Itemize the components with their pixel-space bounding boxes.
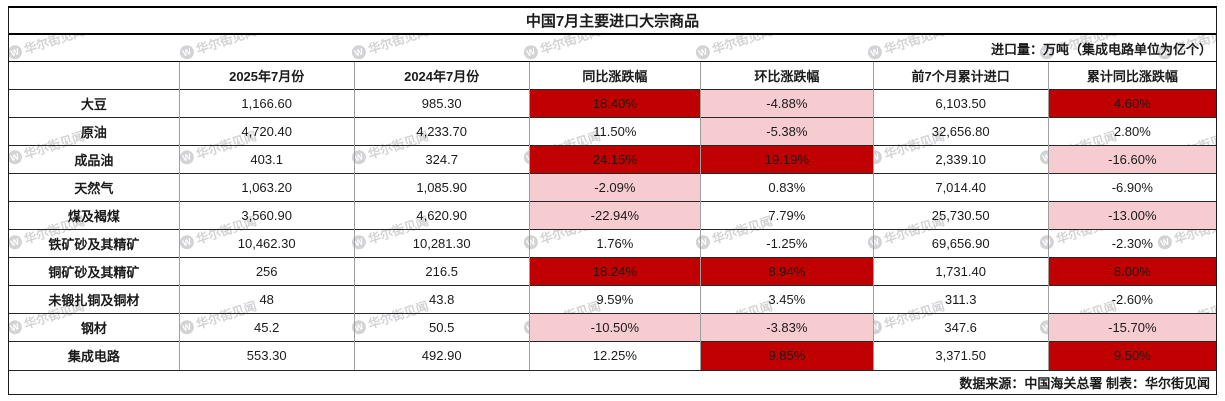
table-row: 集成电路 553.30 492.90 12.25% 9.85% 3,371.50 9.50% [9,341,1216,370]
value-cell: -16.60% [1047,145,1216,174]
value-cell: 216.5 [353,257,530,286]
value-cell: 9.50% [1047,341,1216,370]
value-cell: 24.15% [528,145,701,174]
table-row: 天然气 1,063.20 1,085.90 -2.09% 0.83% 7,014.40 -6… [9,173,1216,202]
value-cell: 0.83% [700,173,874,202]
commodity-name-cell: 集成电路 [9,341,180,370]
value-cell: 347.6 [872,313,1049,342]
value-cell: -3.83% [700,313,874,342]
value-cell: 6,103.50 [872,89,1049,118]
table-row: 原油 4,720.40 4,233.70 11.50% -5.38% 32,656.80 2… [9,117,1216,146]
value-cell: 4,233.70 [353,117,530,146]
value-cell: -10.50% [528,313,701,342]
value-cell: 3,560.90 [178,201,355,230]
value-cell: -2.30% [1047,229,1216,258]
column-header-cell: 2024年7月份 [353,61,530,90]
value-cell: 4.60% [1047,89,1216,118]
value-cell: 9.59% [528,285,701,314]
value-cell: 1.76% [528,229,701,258]
commodity-name-cell: 钢材 [9,313,180,342]
value-cell: 9.85% [700,341,874,370]
value-cell: -2.09% [528,173,701,202]
source-note: 数据来源：中国海关总署 制表：华尔街见闻 [9,369,1216,395]
value-cell: 2,339.10 [872,145,1049,174]
commodity-name-cell: 原油 [9,117,180,146]
value-cell: 32,656.80 [872,117,1049,146]
commodity-name-cell: 煤及褐煤 [9,201,180,230]
value-cell: -15.70% [1047,313,1216,342]
value-cell: 12.25% [528,341,701,370]
value-cell: 3.45% [700,285,874,314]
value-cell: 18.40% [528,89,701,118]
value-cell: 985.30 [353,89,530,118]
page-title: 中国7月主要进口大宗商品 [9,8,1216,35]
commodity-name-cell: 铜矿砂及其精矿 [9,257,180,286]
column-header-cell: 同比涨跌幅 [528,61,701,90]
value-cell: 8.00% [1047,257,1216,286]
value-cell: 7.79% [700,201,874,230]
value-cell: 492.90 [353,341,530,370]
value-cell: 4,620.90 [353,201,530,230]
value-cell: 553.30 [178,341,355,370]
commodity-name-cell: 大豆 [9,89,180,118]
column-header-cell: 累计同比涨跌幅 [1047,61,1216,90]
table-row: 大豆 1,166.60 985.30 18.40% -4.88% 6,103.50 4.60… [9,89,1216,118]
value-cell: 256 [178,257,355,286]
table-header-row: 2025年7月份 2024年7月份 同比涨跌幅 环比涨跌幅 前7个月累计进口 累计同比涨跌… [9,61,1216,90]
table-row: 未锻扎铜及铜材 48 43.8 9.59% 3.45% 311.3 -2.60% [9,285,1216,314]
column-header-cell: 2025年7月份 [178,61,355,90]
table-row: 铜矿砂及其精矿 256 216.5 18.24% 8.94% 1,731.40 8.00% [9,257,1216,286]
value-cell: 48 [178,285,355,314]
value-cell: 1,063.20 [178,173,355,202]
value-cell: -4.88% [700,89,874,118]
value-cell: -2.60% [1047,285,1216,314]
commodity-table: 2025年7月份 2024年7月份 同比涨跌幅 环比涨跌幅 前7个月累计进口 累计同比涨跌… [9,61,1216,370]
column-header-empty [9,61,180,90]
value-cell: 8.94% [700,257,874,286]
value-cell: 1,085.90 [353,173,530,202]
value-cell: 18.24% [528,257,701,286]
value-cell: 69,656.90 [872,229,1049,258]
value-cell: 7,014.40 [872,173,1049,202]
unit-note: 进口量：万吨（集成电路单位为亿个） [990,41,1212,57]
commodity-name-cell: 铁矿砂及其精矿 [9,229,180,258]
value-cell: 403.1 [178,145,355,174]
table-row: 成品油 403.1 324.7 24.15% 19.19% 2,339.10 -16.60% [9,145,1216,174]
value-cell: 11.50% [528,117,701,146]
commodity-name-cell: 成品油 [9,145,180,174]
value-cell: 1,166.60 [178,89,355,118]
value-cell: 324.7 [353,145,530,174]
table-row: 煤及褐煤 3,560.90 4,620.90 -22.94% 7.79% 25,730.5… [9,201,1216,230]
value-cell: -22.94% [528,201,701,230]
value-cell: 311.3 [872,285,1049,314]
value-cell: -6.90% [1047,173,1216,202]
value-cell: 43.8 [353,285,530,314]
table-row: 钢材 45.2 50.5 -10.50% -3.83% 347.6 -15.70% [9,313,1216,342]
value-cell: -5.38% [700,117,874,146]
table-row: 铁矿砂及其精矿 10,462.30 10,281.30 1.76% -1.25% 69,6… [9,229,1216,258]
column-header-cell: 环比涨跌幅 [700,61,874,90]
value-cell: -1.25% [700,229,874,258]
value-cell: -13.00% [1047,201,1216,230]
value-cell: 1,731.40 [872,257,1049,286]
value-cell: 10,281.30 [353,229,530,258]
import-commodities-table-sheet: W 华尔街见闻 W 华尔街见闻 W 华尔街见闻 W 华尔街见闻 W 华尔街见闻 W 华尔街见闻 W 华尔街… [8,6,1217,395]
value-cell: 2.80% [1047,117,1216,146]
value-cell: 19.19% [700,145,874,174]
column-header-cell: 前7个月累计进口 [872,61,1049,90]
value-cell: 45.2 [178,313,355,342]
value-cell: 10,462.30 [178,229,355,258]
value-cell: 4,720.40 [178,117,355,146]
value-cell: 50.5 [353,313,530,342]
commodity-name-cell: 天然气 [9,173,180,202]
commodity-name-cell: 未锻扎铜及铜材 [9,285,180,314]
value-cell: 25,730.50 [872,201,1049,230]
value-cell: 3,371.50 [872,341,1049,370]
commodity-table-body: 大豆 1,166.60 985.30 18.40% -4.88% 6,103.50 4.60… [9,89,1216,370]
